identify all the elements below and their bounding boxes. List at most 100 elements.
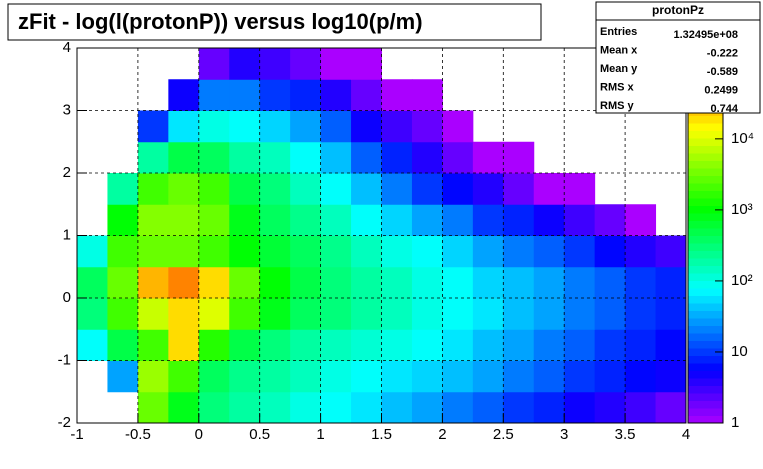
- cell: [229, 235, 261, 268]
- cell: [594, 266, 626, 299]
- cell: [290, 329, 322, 361]
- cell: [168, 173, 200, 205]
- cell: [290, 110, 322, 143]
- cell: [290, 298, 322, 330]
- cell: [168, 110, 200, 143]
- cell: [320, 235, 352, 268]
- cell: [503, 360, 535, 393]
- cell: [198, 266, 230, 299]
- palette-swatch: [688, 175, 723, 184]
- cell: [290, 266, 322, 299]
- cell: [533, 391, 565, 424]
- stats-value: -0.222: [707, 47, 738, 59]
- cell: [229, 298, 261, 330]
- cell: [472, 204, 504, 236]
- stats-title: protonPz: [652, 3, 704, 17]
- palette-swatch: [688, 385, 723, 394]
- cell: [625, 235, 657, 268]
- stats-value: 0.744: [710, 103, 738, 115]
- cell: [442, 298, 474, 330]
- z-tick-label: 1: [731, 414, 739, 431]
- cell: [655, 360, 687, 393]
- palette-swatch: [688, 190, 723, 199]
- cell: [472, 329, 504, 361]
- cell: [290, 391, 322, 424]
- cell: [503, 235, 535, 268]
- palette-swatch: [688, 138, 723, 146]
- cell: [564, 329, 596, 361]
- palette-swatch: [688, 243, 723, 251]
- y-tick-label: 3: [63, 101, 71, 118]
- cell: [259, 110, 291, 143]
- cell: [259, 298, 291, 330]
- cell: [107, 329, 139, 361]
- cell: [411, 391, 443, 424]
- cell: [320, 79, 352, 111]
- cell: [168, 79, 200, 111]
- cell: [320, 110, 352, 143]
- palette-swatch: [688, 340, 723, 349]
- palette-swatch: [688, 258, 723, 266]
- cell: [351, 79, 382, 111]
- cell: [533, 329, 565, 361]
- palette-swatch: [688, 205, 723, 214]
- cell: [77, 266, 108, 299]
- palette-swatch: [688, 123, 723, 131]
- stats-value: -0.589: [707, 66, 738, 78]
- cell: [351, 360, 382, 393]
- axes: -1 -0.5 0 0.5 1 1.5 2 2.5 3 3.5 4-2-10123411010²10…: [58, 39, 754, 443]
- palette-swatch: [688, 213, 723, 221]
- cell: [655, 235, 687, 268]
- cell: [168, 391, 200, 424]
- cell: [290, 48, 322, 80]
- x-tick-label: 1.5: [371, 426, 392, 443]
- cell: [411, 204, 443, 236]
- palette-swatch: [688, 310, 723, 319]
- cell: [472, 391, 504, 424]
- cell: [229, 110, 261, 143]
- cell: [320, 266, 352, 299]
- cell: [107, 360, 139, 393]
- cell: [320, 329, 352, 361]
- stats-label: Mean x: [600, 44, 638, 56]
- cell: [564, 391, 596, 424]
- cell: [655, 298, 687, 330]
- z-tick-label: 10: [731, 343, 748, 360]
- cell: [564, 266, 596, 299]
- cell: [503, 298, 535, 330]
- cell: [290, 141, 322, 174]
- cell: [655, 266, 687, 299]
- cell: [351, 391, 382, 424]
- y-tick-label: 0: [63, 289, 71, 306]
- cell: [442, 173, 474, 205]
- cell: [198, 391, 230, 424]
- cell: [564, 235, 596, 268]
- cell: [137, 204, 169, 236]
- palette-swatch: [688, 318, 723, 326]
- cell: [351, 266, 382, 299]
- cell: [503, 329, 535, 361]
- cell: [259, 329, 291, 361]
- cell: [137, 360, 169, 393]
- cell: [351, 204, 382, 236]
- cell: [594, 298, 626, 330]
- cell: [533, 235, 565, 268]
- cells: [77, 48, 687, 424]
- cell: [137, 235, 169, 268]
- cell: [381, 235, 413, 268]
- cell: [229, 329, 261, 361]
- palette-swatch: [688, 408, 723, 416]
- cell: [290, 173, 322, 205]
- chart-title: zFit - log(l(protonP)) versus log10(p/m): [18, 9, 423, 34]
- y-tick-label: 2: [63, 164, 71, 181]
- cell: [472, 235, 504, 268]
- cell: [229, 266, 261, 299]
- cell: [472, 298, 504, 330]
- palette-swatch: [688, 333, 723, 341]
- palette-swatch: [688, 363, 723, 371]
- cell: [351, 141, 382, 174]
- palette-swatch: [688, 393, 723, 401]
- cell: [381, 79, 413, 111]
- cell: [198, 298, 230, 330]
- cell: [351, 110, 382, 143]
